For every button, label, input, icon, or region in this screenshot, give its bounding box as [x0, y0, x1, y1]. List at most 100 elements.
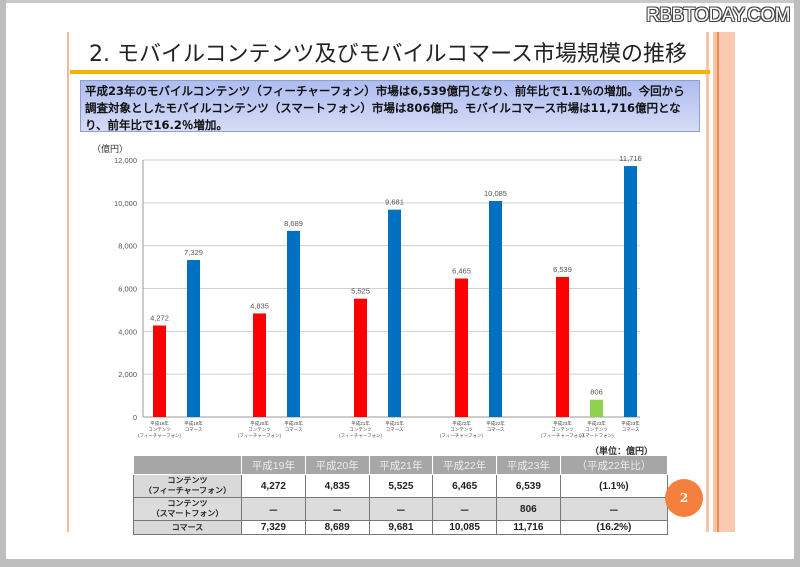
table-cell: 11,716 — [496, 520, 561, 535]
window-frame-top — [0, 0, 800, 3]
x-tick-label: 平成22年 — [452, 420, 471, 427]
x-tick-label: 平成21年 — [385, 420, 404, 427]
y-tick-label: 0 — [133, 413, 137, 422]
table-cell: 4,272 — [241, 474, 306, 498]
row-label-line: コンテンツ — [167, 476, 208, 485]
bar-feature-phone — [153, 325, 166, 417]
window-frame-bottom — [0, 559, 800, 567]
x-tick-label: (フィーチャーフォン) — [138, 433, 182, 438]
bar-feature-phone — [556, 276, 569, 417]
table-header-cell: 平成23年 — [496, 455, 561, 475]
data-label: 4,835 — [250, 301, 269, 310]
x-tick-label: コマース — [285, 427, 303, 433]
slide-title: 2. モバイルコンテンツ及びモバイルコマース市場規模の推移 — [88, 42, 687, 67]
row-label-line: コンテンツ — [167, 499, 208, 508]
slide-right-border — [706, 32, 736, 532]
data-label: 7,329 — [184, 248, 203, 257]
x-tick-label: コンテンツ — [148, 427, 171, 433]
summary-box: 平成23年のモバイルコンテンツ（フィーチャーフォン）市場は6,539億円となり、… — [80, 80, 700, 132]
x-tick-label: 平成21年 — [351, 420, 370, 427]
x-tick-label: コマース — [487, 427, 505, 433]
bar-feature-phone — [455, 278, 468, 417]
x-tick-label: (フィーチャーフォン) — [541, 433, 585, 438]
x-tick-label: 平成20年 — [284, 420, 303, 427]
data-label: 5,525 — [351, 287, 370, 296]
bar-commerce — [489, 201, 502, 417]
x-tick-label: コンテンツ — [585, 427, 608, 433]
data-label: 11,716 — [619, 154, 641, 163]
data-label: 6,465 — [452, 267, 471, 276]
table-row: コンテンツ （スマートフォン） － － － － 806 － — [133, 497, 669, 521]
x-tick-label: コマース — [622, 427, 640, 433]
table-cell: － — [432, 497, 497, 521]
table-cell: 6,465 — [432, 474, 497, 498]
y-tick-label: 6,000 — [118, 285, 137, 294]
y-tick-label: 4,000 — [118, 327, 137, 336]
window-frame-left — [0, 0, 6, 567]
x-tick-label: 平成23年 — [621, 420, 640, 427]
x-tick-label: コンテンツ — [248, 427, 271, 433]
table-cell: － — [368, 497, 434, 521]
table-header-cell: 平成22年 — [432, 455, 497, 475]
row-label-line: （スマートフォン） — [151, 509, 224, 518]
row-label-line: コマース — [171, 522, 204, 532]
slide-left-border — [67, 32, 69, 532]
watermark: RBBTODAY.COM — [646, 5, 790, 26]
row-label: コンテンツ （フィーチャーフォン） — [133, 474, 242, 498]
row-label-line: （フィーチャーフォン） — [143, 486, 232, 495]
x-tick-label: (スマートフォン) — [579, 433, 614, 439]
y-tick-label: 8,000 — [118, 242, 137, 251]
data-label: 8,689 — [284, 219, 303, 228]
bar-commerce — [187, 260, 200, 417]
table-header-cell — [133, 455, 242, 475]
x-tick-label: コマース — [185, 427, 203, 433]
row-label: コンテンツ （スマートフォン） — [133, 497, 242, 521]
bar-commerce — [624, 166, 637, 417]
x-tick-label: コマース — [386, 427, 404, 433]
title-underline — [70, 70, 710, 74]
table-cell: 6,539 — [496, 474, 561, 498]
x-tick-label: 平成19年 — [150, 420, 169, 427]
bar-commerce — [287, 230, 300, 417]
table-cell: － — [559, 497, 669, 521]
x-tick-label: 平成23年 — [587, 420, 606, 427]
data-label: 6,539 — [553, 265, 572, 274]
table-cell: 5,525 — [368, 474, 434, 498]
bar-smartphone — [590, 399, 603, 417]
table-header-row: 平成19年 平成20年 平成21年 平成22年 平成23年 （平成22年比） — [133, 455, 669, 475]
table-header-cell: 平成20年 — [304, 455, 370, 475]
window-frame-right — [794, 0, 800, 567]
x-tick-label: 平成22年 — [486, 420, 505, 427]
table-cell: 10,085 — [432, 520, 497, 535]
table-header-cell: 平成21年 — [368, 455, 434, 475]
table-row: コンテンツ （フィーチャーフォン） 4,272 4,835 5,525 6,465… — [133, 474, 669, 498]
page-number-badge: 2 — [665, 479, 703, 517]
x-tick-label: (フィーチャーフォン) — [440, 433, 484, 438]
table-row: コマース 7,329 8,689 9,681 10,085 11,716 (16… — [133, 520, 669, 535]
data-label: 4,272 — [150, 314, 169, 323]
table-cell: 806 — [496, 497, 561, 521]
x-tick-label: コンテンツ — [450, 427, 473, 433]
table-cell: 7,329 — [241, 520, 306, 535]
table-cell: (16.2%) — [559, 520, 669, 535]
x-tick-label: 平成19年 — [184, 420, 203, 427]
bar-feature-phone — [354, 298, 367, 417]
x-tick-label: 平成20年 — [250, 420, 269, 427]
bar-commerce — [388, 209, 401, 417]
row-label: コマース — [133, 520, 242, 535]
table-cell: (1.1%) — [559, 474, 669, 498]
table-header-cell: 平成19年 — [241, 455, 306, 475]
bar-feature-phone — [253, 313, 266, 417]
x-tick-label: 平成23年 — [553, 420, 572, 427]
table-header-cell: （平成22年比） — [559, 455, 669, 475]
y-tick-label: 10,000 — [114, 199, 137, 208]
table-cell: － — [241, 497, 306, 521]
data-table: 平成19年 平成20年 平成21年 平成22年 平成23年 （平成22年比） コ… — [133, 455, 669, 535]
data-label: 806 — [590, 388, 603, 397]
table-cell: － — [304, 497, 370, 521]
table-cell: 4,835 — [304, 474, 370, 498]
table-cell: 9,681 — [368, 520, 434, 535]
table-cell: 8,689 — [304, 520, 370, 535]
x-tick-label: (フィーチャーフォン) — [238, 433, 282, 438]
unit-note: （単位：億円） — [590, 447, 654, 457]
